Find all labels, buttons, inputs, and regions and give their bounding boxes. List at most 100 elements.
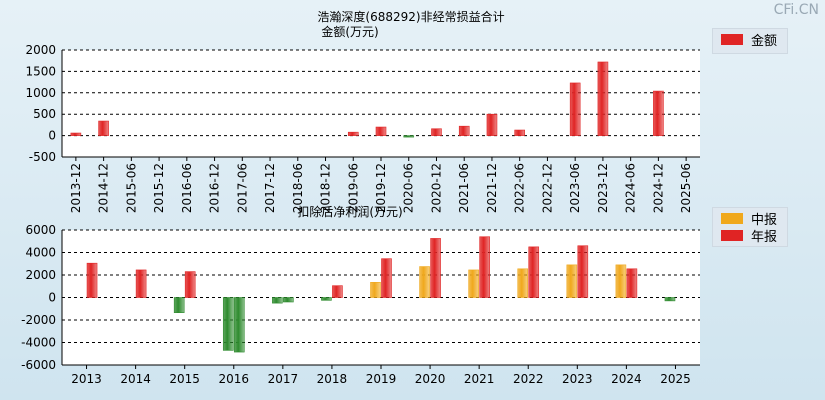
bar-金额-2022-06 <box>514 129 525 136</box>
plot-area <box>62 50 700 157</box>
bar-年报-2017 <box>283 297 294 303</box>
bar-年报-2013 <box>86 262 98 298</box>
bar-金额-2019-12 <box>375 126 387 136</box>
bar-金额-2014-12 <box>98 120 109 136</box>
y-tick-label: 1000 <box>25 86 56 100</box>
legend-label-annual: 年报 <box>751 230 778 245</box>
legend-swatch-interim <box>721 213 743 224</box>
bar-中报-2018 <box>321 297 332 301</box>
bar-金额-2020-12 <box>431 128 442 136</box>
x-tick-label: 2017 <box>268 372 299 386</box>
x-tick-label: 2020 <box>415 372 446 386</box>
chart2-title: 扣除后净利润(万元) <box>297 204 402 219</box>
bar-年报-2020 <box>430 238 441 298</box>
legend-top: 金额 <box>712 28 788 54</box>
bar-年报-2021 <box>479 236 490 298</box>
x-tick-label: 2021-12 <box>485 163 499 213</box>
x-tick-label: 2024 <box>611 372 642 386</box>
bar-金额-2021-06 <box>458 125 470 136</box>
x-tick-label: 2017-12 <box>263 163 277 213</box>
x-tick-label: 2016-12 <box>208 163 222 213</box>
x-tick-label: 2015 <box>169 372 200 386</box>
x-tick-label: 2015-12 <box>152 163 166 213</box>
bar-中报-2015 <box>173 297 185 313</box>
y-tick-label: 2000 <box>25 268 56 282</box>
bar-年报-2023 <box>577 245 589 298</box>
x-tick-label: 2018-06 <box>291 163 305 213</box>
x-tick-label: 2014-12 <box>97 163 111 213</box>
y-tick-label: 2000 <box>25 43 56 57</box>
bar-中报-2023 <box>566 264 578 298</box>
legend-swatch-amount <box>721 34 743 45</box>
bar-年报-2024 <box>626 268 638 298</box>
bar-中报-2025 <box>664 297 676 302</box>
legend-label-interim: 中报 <box>751 213 778 228</box>
x-tick-label: 2016-06 <box>180 163 194 213</box>
bar-年报-2016 <box>233 297 245 353</box>
legend-item-amount: 金额 <box>713 31 787 49</box>
x-tick-label: 2013 <box>71 372 102 386</box>
y-tick-label: 500 <box>33 107 56 121</box>
y-tick-label: 4000 <box>25 246 56 260</box>
x-tick-label: 2023-12 <box>596 163 610 213</box>
y-tick-label: 0 <box>48 291 56 305</box>
bar-金额-2019-06 <box>347 131 359 136</box>
x-tick-label: 2020-06 <box>402 163 416 213</box>
x-tick-label: 2022 <box>513 372 544 386</box>
x-tick-label: 2023-06 <box>568 163 582 213</box>
bar-中报-2017 <box>272 297 283 304</box>
bar-中报-2020 <box>419 266 430 298</box>
legend-item-annual: 年报 <box>713 227 787 245</box>
x-tick-label: 2025-06 <box>679 163 693 213</box>
x-tick-label: 2024-06 <box>624 163 638 213</box>
bar-年报-2019 <box>381 258 392 298</box>
x-tick-label: 2024-12 <box>651 163 665 213</box>
legend-label-amount: 金额 <box>751 34 778 49</box>
x-tick-label: 2021-06 <box>457 163 471 213</box>
bar-年报-2015 <box>184 271 196 298</box>
x-tick-label: 2018-12 <box>319 163 333 213</box>
legend-swatch-annual <box>721 230 743 241</box>
watermark: CFi.CN <box>773 2 819 18</box>
bar-年报-2018 <box>332 285 343 298</box>
y-tick-label: 1500 <box>25 64 56 78</box>
x-tick-label: 2019 <box>366 372 397 386</box>
x-tick-label: 2019-06 <box>346 163 360 213</box>
x-tick-label: 2017-06 <box>235 163 249 213</box>
bar-中报-2021 <box>468 269 479 298</box>
bar-金额-2013-12 <box>70 132 82 136</box>
x-tick-label: 2014 <box>120 372 151 386</box>
bar-中报-2024 <box>615 264 627 298</box>
bar-中报-2022 <box>517 268 529 298</box>
bar-年报-2014 <box>135 269 147 298</box>
x-tick-label: 2025 <box>660 372 691 386</box>
bar-金额-2023-12 <box>597 61 609 136</box>
bar-金额-2023-06 <box>569 82 581 136</box>
x-tick-label: 2022-06 <box>513 163 527 213</box>
bar-中报-2019 <box>370 282 381 298</box>
x-tick-label: 2013-12 <box>69 163 83 213</box>
x-tick-label: 2018 <box>317 372 348 386</box>
x-tick-label: 2023 <box>562 372 593 386</box>
bar-中报-2016 <box>222 297 234 351</box>
x-tick-label: 2022-12 <box>540 163 554 213</box>
y-tick-label: -500 <box>29 150 56 164</box>
x-tick-label: 2020-12 <box>429 163 443 213</box>
x-tick-label: 2016 <box>218 372 249 386</box>
bar-金额-2021-12 <box>486 113 498 136</box>
y-tick-label: 0 <box>48 129 56 143</box>
y-tick-label: 6000 <box>25 223 56 237</box>
x-tick-label: 2019-12 <box>374 163 388 213</box>
x-tick-label: 2015-06 <box>124 163 138 213</box>
y-tick-label: -4000 <box>21 336 56 350</box>
bar-金额-2024-12 <box>653 90 664 136</box>
y-tick-label: -2000 <box>21 313 56 327</box>
legend-bottom: 中报 年报 <box>712 207 788 247</box>
legend-item-interim: 中报 <box>713 210 787 228</box>
bar-年报-2022 <box>528 246 540 298</box>
bar-金额-2020-06 <box>403 135 415 138</box>
y-tick-label: -6000 <box>21 358 56 372</box>
chart1-subtitle: 金额(万元) <box>321 24 378 39</box>
